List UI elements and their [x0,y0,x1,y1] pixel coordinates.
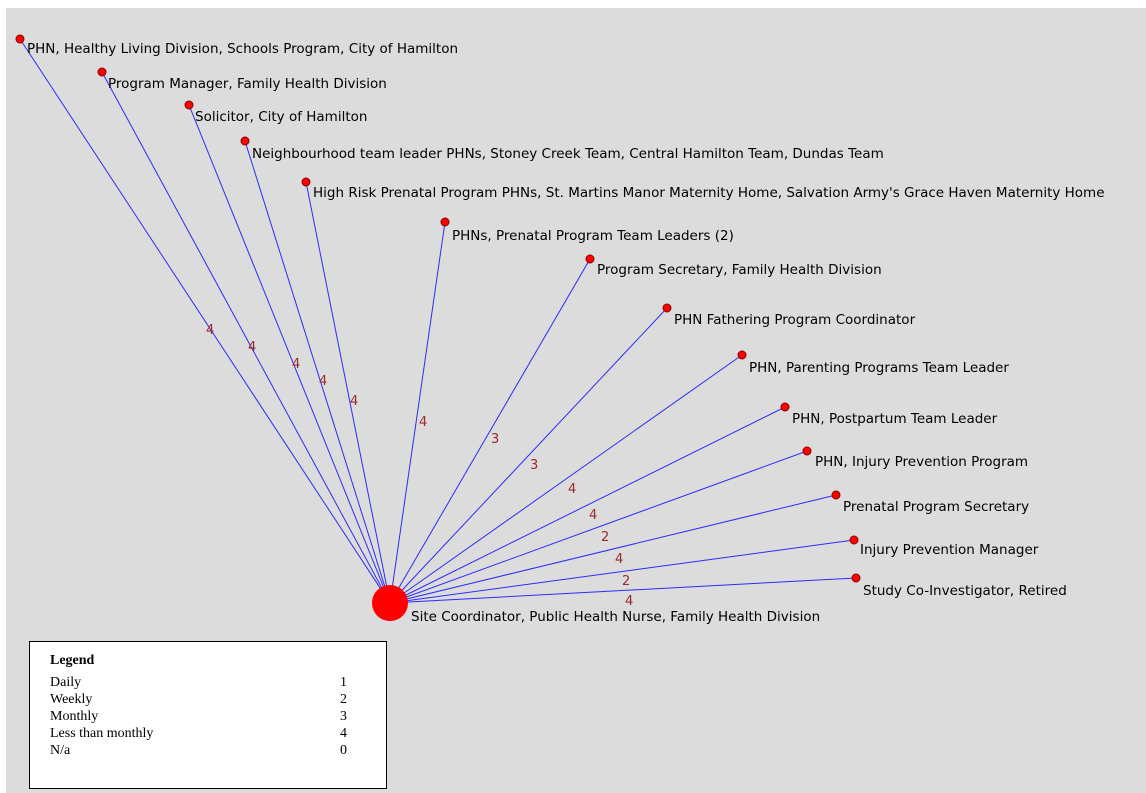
legend-row-less-than-monthly: Less than monthly 4 [50,726,350,743]
edge-weight-label: 4 [319,374,327,389]
node[interactable] [780,402,790,412]
legend-row-daily: Daily 1 [50,675,350,692]
edge [389,494,837,604]
legend-value: 2 [340,692,347,707]
node-label: Program Manager, Family Health Division [108,76,387,92]
edge [389,406,786,604]
edge [389,307,668,604]
legend-value: 3 [340,709,347,724]
node[interactable] [240,136,250,146]
legend-label: N/a [50,743,71,758]
node-label: PHN, Injury Prevention Program [815,454,1028,470]
legend-value: 0 [340,743,347,758]
edge-weight-label: 2 [622,574,630,589]
node-label: Program Secretary, Family Health Divisio… [597,262,882,278]
legend-value: 4 [340,726,347,741]
node[interactable] [440,217,450,227]
edge [19,38,391,604]
edge [188,104,391,604]
legend-label: Weekly [50,692,93,707]
node[interactable] [831,490,841,500]
edge [244,140,391,604]
legend-box: Legend Daily 1 Weekly 2 Monthly 3 Less t… [29,641,387,789]
edge-weight-label: 4 [248,340,256,355]
node-label: High Risk Prenatal Program PHNs, St. Mar… [313,185,1105,201]
node-label: Study Co-Investigator, Retired [863,583,1067,599]
node-label: PHN, Parenting Programs Team Leader [749,360,1009,376]
edge-weight-label: 3 [491,432,499,447]
edge [389,539,855,604]
node[interactable] [301,177,311,187]
node-label: PHN Fathering Program Coordinator [674,312,916,328]
node[interactable] [585,254,595,264]
center-node-label: Site Coordinator, Public Health Nurse, F… [411,609,820,625]
edge-weight-label: 4 [615,552,623,567]
edge-weight-label: 4 [350,394,358,409]
legend-title: Legend [50,653,95,668]
edge [101,71,391,604]
edge-weight-label: 4 [625,594,633,609]
node[interactable] [662,303,672,313]
edge [389,221,446,604]
edge-weight-label: 4 [589,508,597,523]
legend-label: Monthly [50,709,99,724]
legend-value: 1 [340,675,347,690]
node[interactable] [849,535,859,545]
node-label: Injury Prevention Manager [860,542,1039,558]
node-label: Prenatal Program Secretary [843,499,1029,515]
node[interactable] [802,446,812,456]
node[interactable] [737,350,747,360]
legend-label: Daily [50,675,82,690]
edge-weight-label: 4 [206,323,214,338]
center-node[interactable] [372,585,408,621]
edge [305,181,391,604]
edge [389,577,857,604]
edge [389,354,743,604]
node[interactable] [15,34,25,44]
node-label: PHN, Healthy Living Division, Schools Pr… [27,41,458,57]
node-label: Solicitor, City of Hamilton [195,109,367,125]
node-label: PHN, Postpartum Team Leader [792,411,998,427]
edge [389,258,591,604]
edge-weight-label: 4 [419,415,427,430]
node-label: PHNs, Prenatal Program Team Leaders (2) [452,228,734,244]
legend-row-weekly: Weekly 2 [50,692,350,709]
edge-weight-label: 3 [530,458,538,473]
legend-row-monthly: Monthly 3 [50,709,350,726]
node-label: Neighbourhood team leader PHNs, Stoney C… [252,146,884,162]
node[interactable] [851,573,861,583]
edge-weight-label: 4 [292,357,300,372]
legend-label: Less than monthly [50,726,154,741]
edge-weight-label: 2 [601,530,609,545]
legend-row-na: N/a 0 [50,743,350,760]
node[interactable] [184,100,194,110]
node[interactable] [97,67,107,77]
edge [389,450,808,604]
edge-weight-label: 4 [568,482,576,497]
